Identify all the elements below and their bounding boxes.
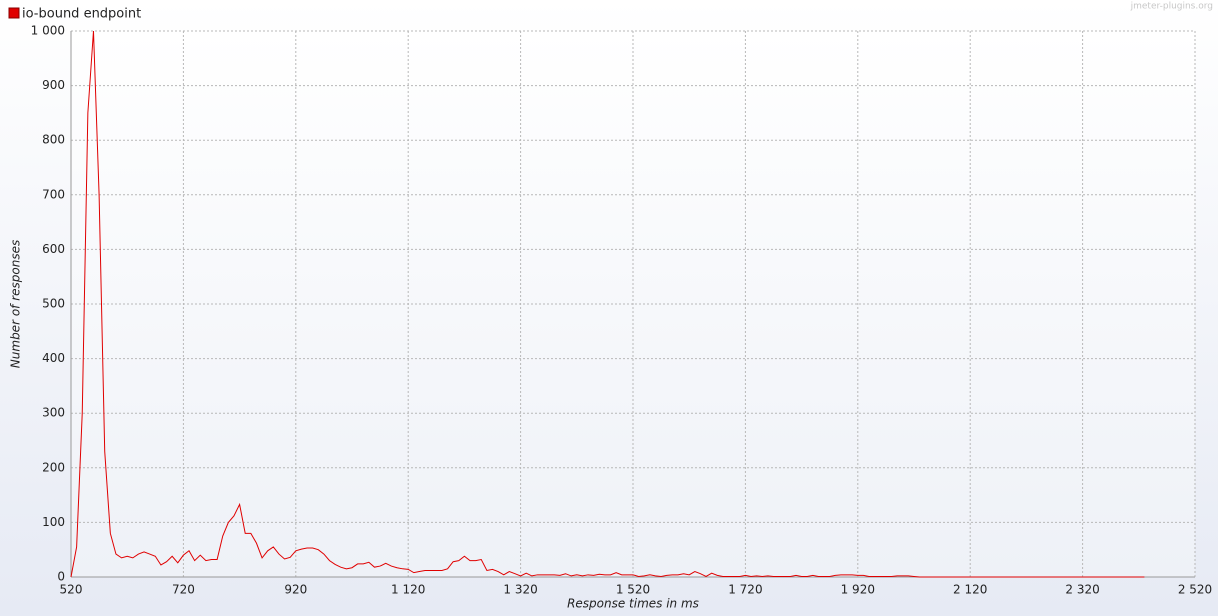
y-tick-label: 800 <box>42 133 65 147</box>
x-tick-label: 1 320 <box>503 583 537 597</box>
y-tick-label: 0 <box>57 570 65 584</box>
watermark: jmeter-plugins.org <box>1130 2 1213 12</box>
x-tick-label: 2 520 <box>1178 583 1212 597</box>
y-tick-label: 300 <box>42 406 65 420</box>
y-tick-label: 900 <box>42 78 65 92</box>
x-tick-label: 2 120 <box>953 583 987 597</box>
x-tick-label: 1 120 <box>391 583 425 597</box>
legend-swatch <box>8 7 20 19</box>
y-tick-label: 600 <box>42 242 65 256</box>
y-tick-label: 400 <box>42 351 65 365</box>
legend-label: io-bound endpoint <box>22 7 141 22</box>
x-tick-label: 520 <box>60 583 83 597</box>
y-tick-label: 100 <box>42 515 65 529</box>
x-tick-label: 1 920 <box>841 583 875 597</box>
y-tick-label: 500 <box>42 297 65 311</box>
x-tick-label: 720 <box>172 583 195 597</box>
x-axis-title: Response times in ms <box>567 597 699 611</box>
x-tick-label: 1 720 <box>728 583 762 597</box>
x-tick-label: 920 <box>284 583 307 597</box>
y-axis-title: Number of responses <box>9 240 23 368</box>
y-tick-label: 700 <box>42 187 65 201</box>
x-tick-label: 1 520 <box>616 583 650 597</box>
y-tick-label: 200 <box>42 460 65 474</box>
series-line <box>70 30 1145 578</box>
x-tick-label: 2 320 <box>1065 583 1099 597</box>
y-tick-label: 1 000 <box>31 24 65 38</box>
